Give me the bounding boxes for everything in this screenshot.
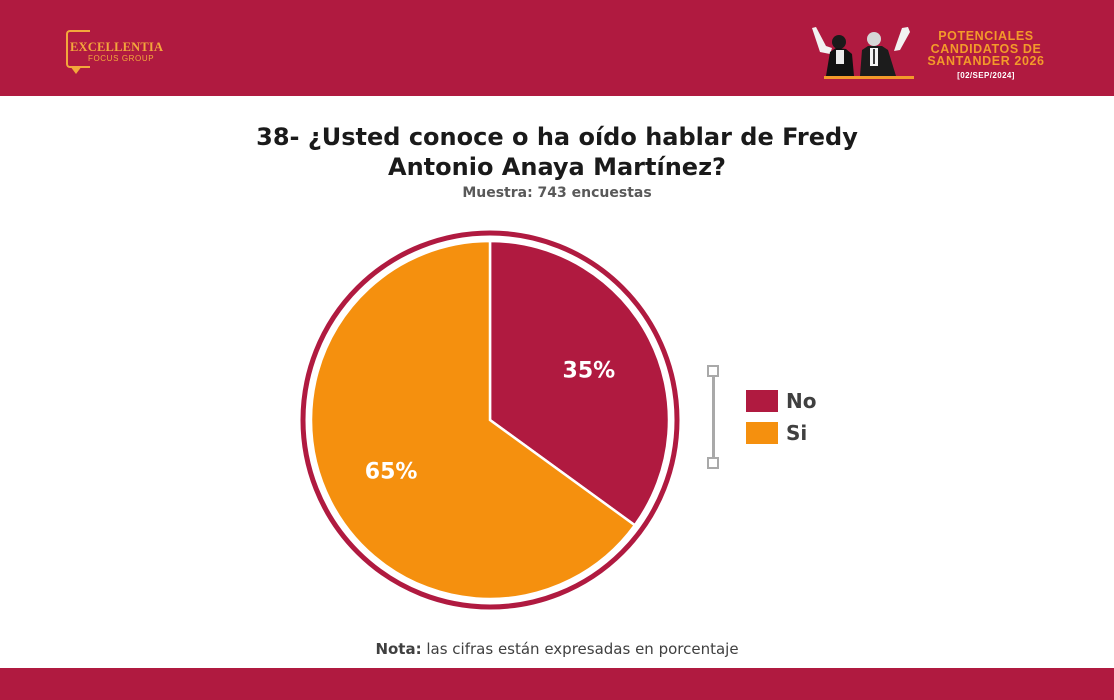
chart-title: 38- ¿Usted conoce o ha oído hablar de Fr…	[256, 123, 858, 181]
note-text: las cifras están expresadas en porcentaj…	[421, 640, 739, 658]
scrollbar-bottom-handle[interactable]	[707, 457, 719, 469]
logo-name: EXCELLENTIA	[70, 40, 164, 54]
excellentia-logo: EXCELLENTIA FOCUS GROUP	[66, 30, 163, 76]
header-band	[0, 0, 1114, 96]
scrollbar-top-handle[interactable]	[707, 365, 719, 377]
pie-outer-ring	[300, 230, 680, 610]
campaign-date: [02/SEP/2024]	[957, 70, 1015, 80]
pie-slice-si	[309, 239, 637, 601]
footer-note: Nota: las cifras están expresadas en por…	[300, 640, 814, 658]
campaign-title: POTENCIALES CANDIDATOS DE SANTANDER 2026…	[906, 30, 1066, 80]
note-label: Nota:	[375, 640, 422, 658]
chart-legend: No Si	[746, 388, 856, 452]
scrollbar-track[interactable]	[712, 377, 715, 457]
candidates-photo	[812, 27, 914, 79]
legend-label-no: No	[786, 389, 817, 413]
pie-slice-no	[488, 239, 671, 527]
legend-item-si: Si	[746, 420, 856, 452]
legend-swatch-no	[746, 390, 778, 412]
chart-subtitle: Muestra: 743 encuestas	[462, 185, 652, 201]
campaign-line-3: SANTANDER 2026	[927, 54, 1045, 68]
legend-swatch-si	[746, 422, 778, 444]
logo-bubble-tail-icon	[70, 66, 82, 74]
footer-band	[0, 668, 1114, 700]
legend-item-no: No	[746, 388, 856, 420]
logo-subtitle: FOCUS GROUP	[88, 54, 155, 63]
pie-chart: 35% 65%	[300, 230, 680, 610]
data-label-no: 35%	[563, 359, 616, 384]
data-label-si: 65%	[365, 459, 418, 484]
legend-label-si: Si	[786, 421, 808, 445]
campaign-line-2: CANDIDATOS DE	[930, 41, 1042, 56]
legend-scrollbar[interactable]	[705, 365, 721, 469]
campaign-line-1: POTENCIALES	[938, 29, 1034, 43]
